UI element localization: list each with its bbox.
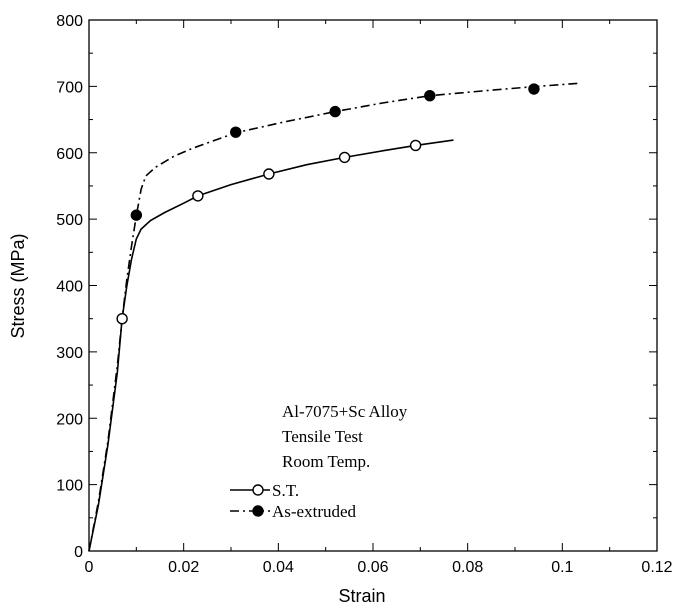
y-tick-label: 300 <box>56 345 83 362</box>
data-point-as-extruded <box>424 89 436 102</box>
legend-label-as-extruded: As-extruded <box>272 502 357 521</box>
data-point-st <box>192 190 204 202</box>
legend-label-st: S.T. <box>272 481 299 500</box>
x-tick-label: 0.12 <box>641 559 672 576</box>
y-tick-label: 700 <box>56 79 83 96</box>
data-point-as-extruded <box>329 105 341 118</box>
x-tick-label: 0.08 <box>452 559 483 576</box>
plot-frame <box>88 19 658 552</box>
y-tick-label: 400 <box>56 279 83 296</box>
y-tick-label: 100 <box>56 478 83 495</box>
annotation-line-2: Tensile Test <box>282 427 363 446</box>
annotation-line-3: Room Temp. <box>282 452 370 471</box>
y-tick-label: 0 <box>74 544 83 561</box>
x-tick-label: 0 <box>85 559 94 576</box>
annotation-block: Al-7075+Sc Alloy Tensile Test Room Temp. <box>282 402 408 471</box>
data-point-st <box>116 312 128 325</box>
legend-marker-as-extruded <box>252 505 264 517</box>
legend-marker-st <box>252 484 264 496</box>
series-group <box>88 82 582 552</box>
annotation-line-1: Al-7075+Sc Alloy <box>282 402 408 421</box>
data-point-st <box>338 151 351 164</box>
x-tick-label: 0.04 <box>263 559 294 576</box>
series-line-as-extruded <box>88 82 582 552</box>
data-point-as-extruded <box>130 209 143 221</box>
x-axis-title: Strain <box>338 586 385 606</box>
x-tick-label: 0.02 <box>168 559 199 576</box>
axis-ticks <box>88 19 658 552</box>
y-tick-label: 200 <box>56 411 83 428</box>
y-tick-label: 500 <box>56 212 83 229</box>
y-axis-title: Stress (MPa) <box>8 233 28 338</box>
legend: S.T. As-extruded <box>230 481 357 521</box>
tick-labels: 0 0.02 0.04 0.06 0.08 0.1 0.12 0 100 200 300 400 500… <box>56 13 672 576</box>
x-tick-label: 0.06 <box>357 559 388 576</box>
y-tick-label: 600 <box>56 146 83 163</box>
plot-area-border <box>88 19 658 552</box>
markers-group <box>116 83 540 325</box>
data-point-as-extruded <box>230 126 242 138</box>
data-point-st <box>409 139 422 152</box>
y-tick-label: 800 <box>56 13 83 30</box>
x-tick-label: 0.1 <box>551 559 573 576</box>
data-point-st <box>263 168 275 180</box>
data-point-as-extruded <box>528 83 540 95</box>
